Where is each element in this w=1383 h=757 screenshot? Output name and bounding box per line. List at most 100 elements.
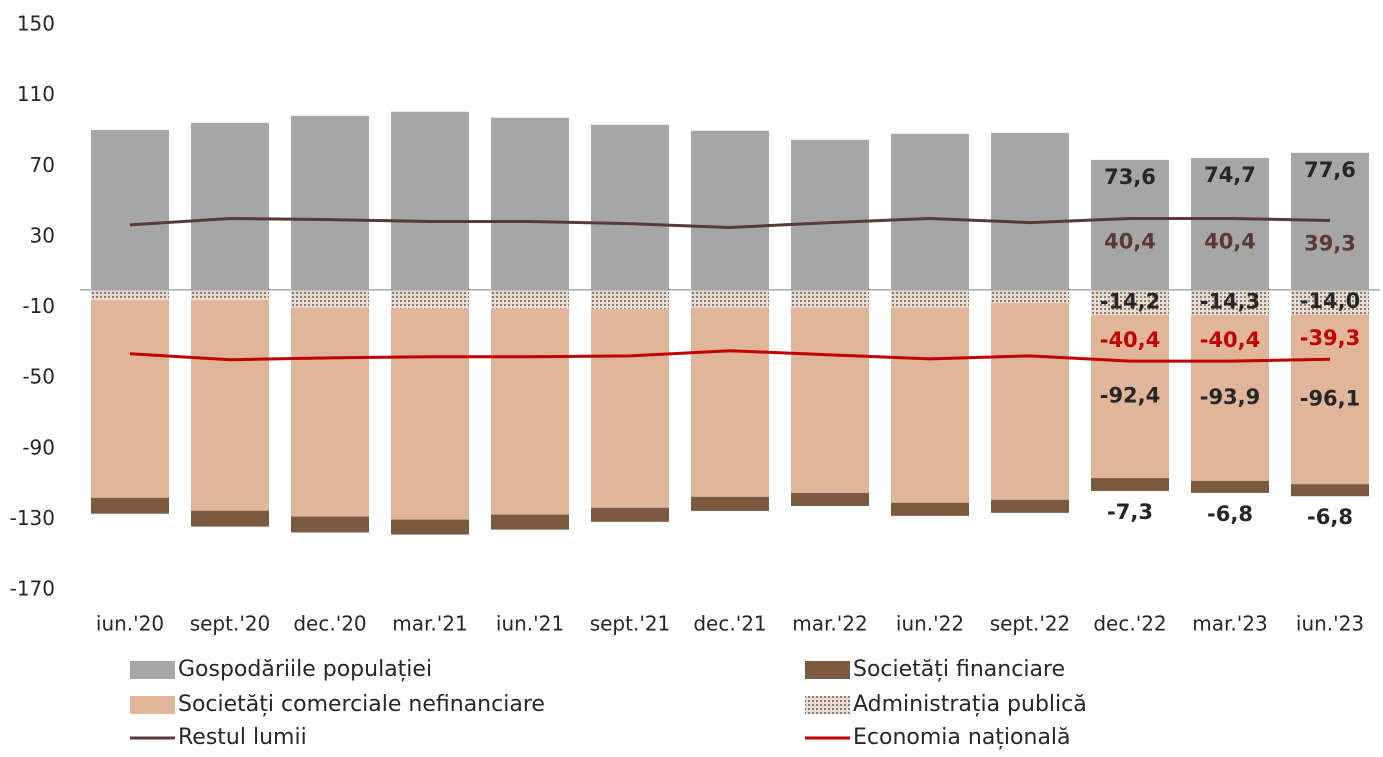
data-label: 73,6 (1104, 165, 1156, 189)
bar-segment (891, 502, 969, 516)
bar-segment (491, 117, 569, 290)
bar-segment (991, 132, 1069, 290)
bar-segment (1091, 289, 1169, 315)
bar-segment (1291, 314, 1369, 485)
bar-segment (191, 510, 269, 527)
bar-segment (1291, 484, 1369, 497)
bar-segment (191, 122, 269, 290)
legend-label: Administrația publică (853, 692, 1087, 717)
x-tick-label: dec.'20 (293, 612, 366, 636)
bar-segment (491, 289, 569, 309)
bar-segment (691, 289, 769, 308)
bar-segment (1091, 478, 1169, 491)
bar-segment (991, 499, 1069, 513)
bar-segment (91, 129, 169, 290)
y-tick-label: 150 (17, 12, 55, 36)
data-label: 77,6 (1304, 158, 1356, 182)
bar-segment (691, 130, 769, 290)
x-tick-label: dec.'21 (693, 612, 766, 636)
line-series (129, 217, 1331, 230)
x-tick-label: dec.'22 (1093, 612, 1166, 636)
legend-label: Restul lumii (178, 725, 307, 750)
data-label: -6,8 (1307, 505, 1353, 529)
bar-segment (891, 289, 969, 308)
x-tick-label: sept.'21 (590, 612, 671, 636)
data-label: -96,1 (1300, 386, 1361, 410)
bar-segment (491, 308, 569, 515)
bar-segment (891, 133, 969, 290)
legend-label: Societăți financiare (853, 657, 1065, 682)
y-tick-label: -10 (22, 294, 55, 318)
legend-swatch (130, 661, 175, 679)
bar-segment (491, 514, 569, 530)
x-tick-label: sept.'22 (990, 612, 1071, 636)
bar-segment (891, 307, 969, 503)
bar-segment (191, 289, 269, 300)
bar-segment (1091, 159, 1169, 290)
data-label: -92,4 (1100, 383, 1161, 407)
bar-segment (1191, 289, 1269, 316)
bar-segment (291, 289, 369, 308)
bar-segment (591, 289, 669, 310)
bar-segment (591, 124, 669, 290)
legend-swatch (805, 696, 850, 714)
bar-segment (791, 139, 869, 290)
legend-label: Gospodăriile populației (178, 657, 432, 682)
bar-segment (391, 308, 469, 520)
data-label: -40,4 (1200, 328, 1261, 352)
bar-segment (991, 289, 1069, 303)
data-label: -93,9 (1200, 385, 1261, 409)
x-tick-label: mar.'22 (792, 612, 867, 636)
bar-segment (1091, 314, 1169, 479)
data-label: -40,4 (1100, 328, 1161, 352)
line-series (129, 349, 1331, 363)
x-tick-label: iun.'22 (896, 612, 964, 636)
x-tick-label: mar.'23 (1192, 612, 1267, 636)
bar-segment (691, 496, 769, 511)
bar-segment (1191, 157, 1269, 290)
bar-segment (1191, 315, 1269, 481)
legend-label: Economia națională (853, 725, 1071, 750)
bar-segment (291, 307, 369, 517)
legend-swatch (130, 696, 175, 714)
bar-segment (591, 309, 669, 508)
bar-segment (391, 111, 469, 290)
data-label: 39,3 (1304, 231, 1356, 255)
bar-segment (791, 307, 869, 493)
data-label: 74,7 (1204, 163, 1256, 187)
bar-segment (91, 289, 169, 300)
data-label: -6,8 (1207, 502, 1253, 526)
y-tick-label: -130 (10, 506, 55, 530)
bar-segment (591, 507, 669, 522)
x-tick-label: sept.'20 (190, 612, 271, 636)
bar-segment (691, 307, 769, 497)
data-label: 40,4 (1204, 230, 1256, 254)
bar-segment (391, 289, 469, 309)
x-tick-label: mar.'21 (392, 612, 467, 636)
legend-label: Societăți comerciale nefinanciare (178, 692, 545, 717)
data-label: -39,3 (1300, 326, 1361, 350)
bar-segment (391, 519, 469, 535)
y-tick-label: 30 (30, 223, 55, 247)
bar-segment (191, 299, 269, 511)
data-label: -14,0 (1300, 289, 1361, 313)
y-tick-label: -170 (10, 577, 55, 601)
y-tick-label: -50 (22, 365, 55, 389)
legend-swatch (805, 661, 850, 679)
x-tick-label: iun.'21 (496, 612, 564, 636)
y-tick-label: 70 (30, 153, 55, 177)
data-label: -7,3 (1107, 500, 1153, 524)
data-label: -14,3 (1200, 289, 1261, 313)
bar-segment (91, 299, 169, 498)
bar-segment (791, 492, 869, 506)
bar-segment (91, 497, 169, 514)
x-tick-label: iun.'23 (1296, 612, 1364, 636)
y-tick-label: 110 (17, 82, 55, 106)
bar-segment (991, 302, 1069, 500)
data-label: -14,2 (1100, 289, 1161, 313)
y-tick-label: -90 (22, 435, 55, 459)
data-label: 40,4 (1104, 230, 1156, 254)
bar-segment (1191, 480, 1269, 493)
x-tick-label: iun.'20 (96, 612, 164, 636)
